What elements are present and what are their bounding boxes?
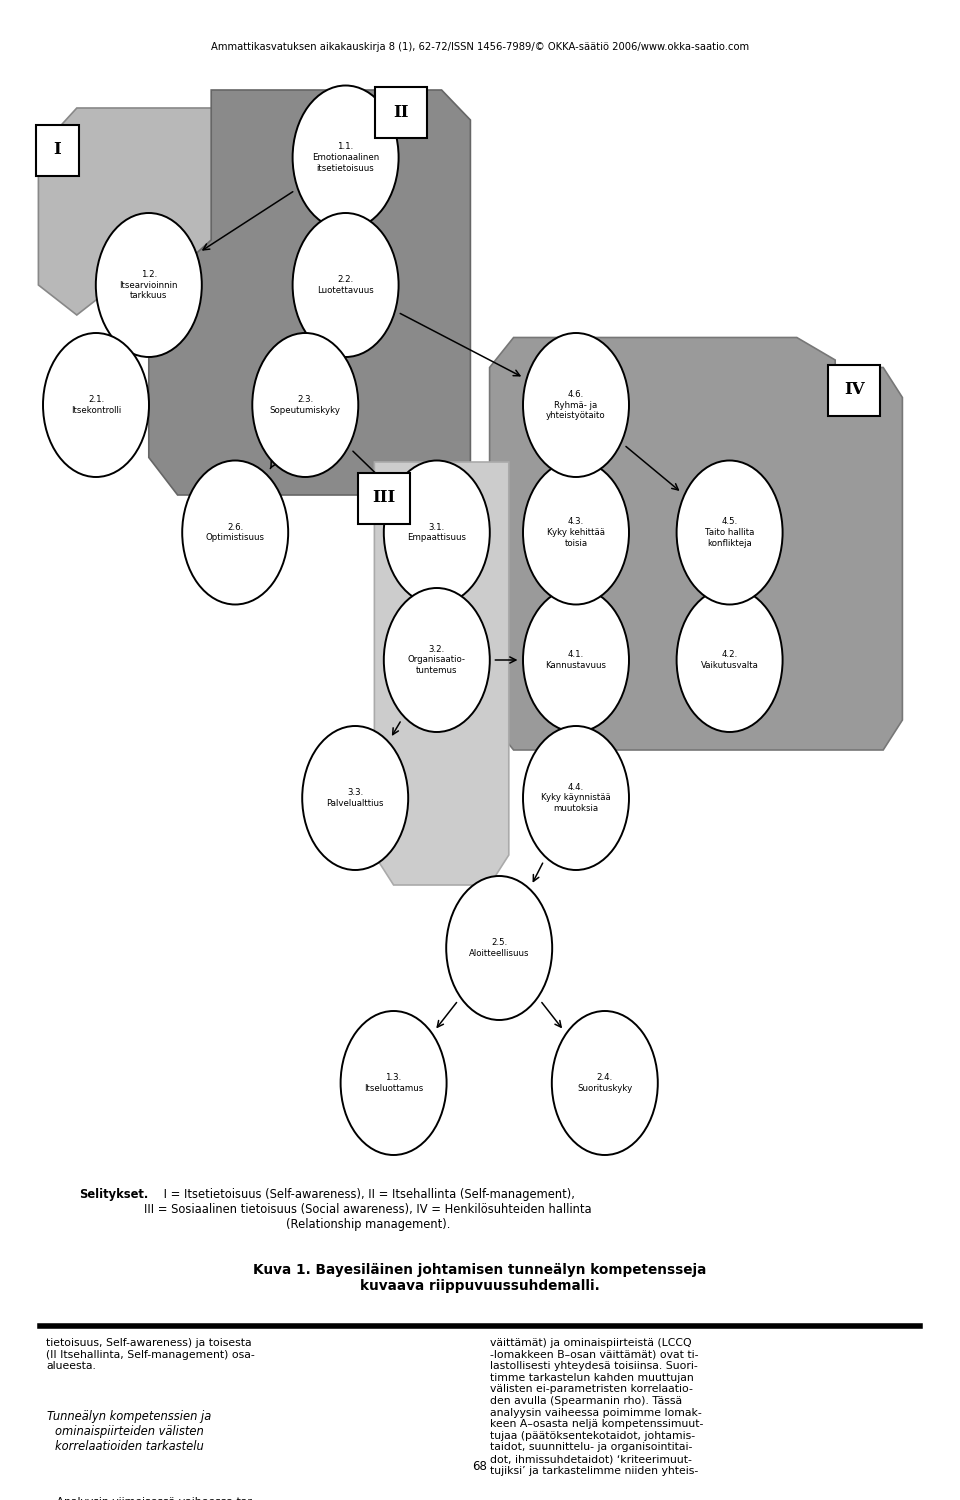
Text: 3.3.
Palvelualttius: 3.3. Palvelualttius [326, 788, 384, 808]
Ellipse shape [384, 588, 490, 732]
Ellipse shape [677, 588, 782, 732]
Text: I = Itsetietoisuus (Self-awareness), II = Itsehallinta (Self-management),
III = : I = Itsetietoisuus (Self-awareness), II … [144, 1188, 591, 1231]
Ellipse shape [523, 333, 629, 477]
FancyBboxPatch shape [358, 472, 410, 524]
Text: 4.5.
Taito hallita
konflikteja: 4.5. Taito hallita konflikteja [705, 518, 755, 548]
Text: 1.1.
Emotionaalinen
itsetietoisuus: 1.1. Emotionaalinen itsetietoisuus [312, 142, 379, 172]
Text: 4.4.
Kyky käynnistää
muutoksia: 4.4. Kyky käynnistää muutoksia [541, 783, 611, 813]
Text: 3.1.
Empaattisuus: 3.1. Empaattisuus [407, 522, 467, 543]
Polygon shape [490, 338, 902, 750]
Polygon shape [38, 108, 278, 315]
Text: 2.5.
Aloitteellisuus: 2.5. Aloitteellisuus [468, 938, 530, 958]
Ellipse shape [523, 726, 629, 870]
Ellipse shape [182, 460, 288, 604]
Ellipse shape [96, 213, 202, 357]
FancyBboxPatch shape [828, 364, 880, 416]
Ellipse shape [552, 1011, 658, 1155]
Ellipse shape [252, 333, 358, 477]
Text: 2.1.
Itsekontrolli: 2.1. Itsekontrolli [71, 394, 121, 416]
Text: Kuva 1. Bayesiläinen johtamisen tunneälyn kompetensseja
kuvaava riippuvuussuhdem: Kuva 1. Bayesiläinen johtamisen tunneäly… [253, 1263, 707, 1293]
Ellipse shape [293, 213, 398, 357]
Text: Tunneälyn kompetenssien ja
ominaispiirteiden välisten
korrelaatioiden tarkastelu: Tunneälyn kompetenssien ja ominaispiirte… [47, 1410, 212, 1454]
Ellipse shape [446, 876, 552, 1020]
Ellipse shape [341, 1011, 446, 1155]
Text: 4.1.
Kannustavuus: 4.1. Kannustavuus [545, 650, 607, 670]
Polygon shape [374, 462, 509, 885]
Ellipse shape [302, 726, 408, 870]
Text: 4.2.
Vaikutusvalta: 4.2. Vaikutusvalta [701, 650, 758, 670]
Text: IV: IV [844, 381, 865, 399]
Text: 3.2.
Organisaatio-
tuntemus: 3.2. Organisaatio- tuntemus [408, 645, 466, 675]
Ellipse shape [43, 333, 149, 477]
Text: 4.6.
Ryhmä- ja
yhteistyötaito: 4.6. Ryhmä- ja yhteistyötaito [546, 390, 606, 420]
Text: väittämät) ja ominaispiirteistä (LCCQ
-lomakkeen B–osan väittämät) ovat ti-
last: väittämät) ja ominaispiirteistä (LCCQ -l… [490, 1338, 703, 1476]
Text: I: I [54, 141, 61, 159]
Text: 1.3.
Itseluottamus: 1.3. Itseluottamus [364, 1072, 423, 1094]
Ellipse shape [677, 460, 782, 604]
Ellipse shape [384, 460, 490, 604]
Text: 1.2.
Itsearvioinnin
tarkkuus: 1.2. Itsearvioinnin tarkkuus [120, 270, 178, 300]
Ellipse shape [293, 86, 398, 230]
Text: 68: 68 [472, 1460, 488, 1473]
Text: III: III [372, 489, 396, 507]
Polygon shape [149, 90, 470, 495]
FancyBboxPatch shape [375, 87, 427, 138]
Text: 2.4.
Suorituskyky: 2.4. Suorituskyky [577, 1072, 633, 1094]
Ellipse shape [523, 588, 629, 732]
Text: tietoisuus, Self-awareness) ja toisesta
(II Itsehallinta, Self-management) osa-
: tietoisuus, Self-awareness) ja toisesta … [46, 1338, 254, 1371]
FancyBboxPatch shape [36, 124, 79, 176]
Text: Analyysin viimeisessä vaiheessa tar-
kastelimme sitä, kuinka alaisten näke-
myks: Analyysin viimeisessä vaiheessa tar- kas… [46, 1497, 264, 1500]
Text: 2.3.
Sopeutumiskyky: 2.3. Sopeutumiskyky [270, 394, 341, 416]
Ellipse shape [523, 460, 629, 604]
Text: 2.6.
Optimistisuus: 2.6. Optimistisuus [205, 522, 265, 543]
Text: Ammattikasvatuksen aikakauskirja 8 (1), 62-72/ISSN 1456-7989/© OKKA-säätiö 2006/: Ammattikasvatuksen aikakauskirja 8 (1), … [211, 42, 749, 52]
Text: 4.3.
Kyky kehittää
toisia: 4.3. Kyky kehittää toisia [547, 518, 605, 548]
Text: 2.2.
Luotettavuus: 2.2. Luotettavuus [317, 274, 374, 296]
Text: Selitykset.: Selitykset. [79, 1188, 148, 1202]
Text: II: II [394, 104, 409, 122]
